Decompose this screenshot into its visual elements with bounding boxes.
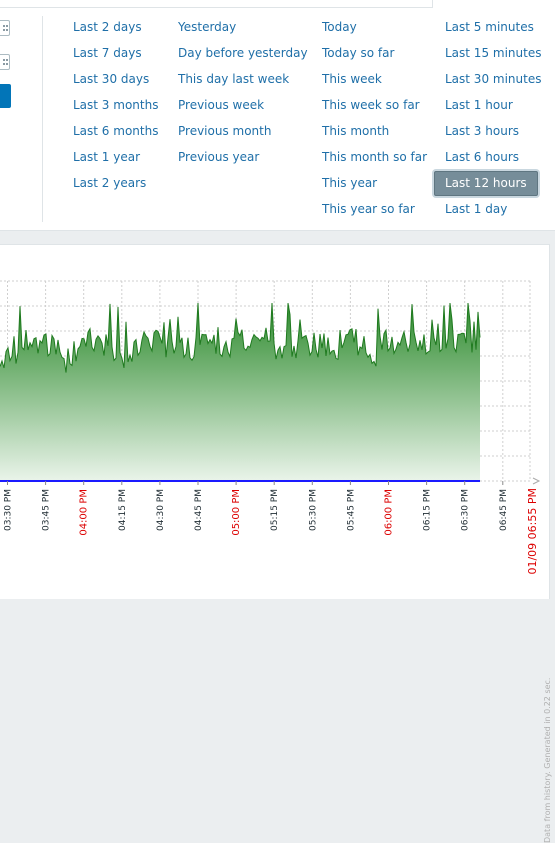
x-tick-label: 05:30 PM <box>308 489 318 531</box>
quick-range-column: Today Today so far This week This week so f… <box>322 18 427 226</box>
quick-range-link[interactable]: Day before yesterday <box>178 46 308 60</box>
series-line <box>0 302 481 373</box>
x-tick-label: 03:45 PM <box>42 489 52 531</box>
quick-range-link[interactable]: Today so far <box>322 46 395 60</box>
quick-range-link[interactable]: Last 3 months <box>73 98 159 112</box>
quick-range-link[interactable]: Previous month <box>178 124 272 138</box>
quick-range-link[interactable]: Last 15 minutes <box>445 46 542 60</box>
x-tick-label: 06:30 PM <box>461 489 471 531</box>
quick-range-link[interactable]: This day last week <box>178 72 290 86</box>
quick-range-link[interactable]: Last 5 minutes <box>445 20 534 34</box>
x-tick-label: 06:45 PM <box>499 489 509 531</box>
quick-range-link[interactable]: Last 1 hour <box>445 98 513 112</box>
quick-range-link[interactable]: This year <box>322 176 378 190</box>
quick-range-link[interactable]: Yesterday <box>178 20 237 34</box>
x-tick-label: 03:30 PM <box>4 489 14 531</box>
filter-divider <box>42 16 43 222</box>
x-tick-label: 05:45 PM <box>346 489 356 531</box>
quick-range-link[interactable]: Today <box>322 20 357 34</box>
x-tick-label: 06:00 PM <box>384 489 395 536</box>
axis-arrow-icon <box>532 477 541 485</box>
quick-range-link[interactable]: Last 30 minutes <box>445 72 542 86</box>
quick-range-link[interactable]: Last 1 year <box>73 150 141 164</box>
graph-panel: 03:30 PM 03:45 PM 04:00 PM 04:15 PM 04:30 PM… <box>0 244 552 843</box>
quick-range-link[interactable]: This month <box>322 124 390 138</box>
series-area <box>0 303 480 481</box>
quick-range-link[interactable]: Last 6 hours <box>445 150 519 164</box>
x-tick-label: 04:00 PM <box>79 489 90 536</box>
quick-range-column: Last 5 minutes Last 15 minutes Last 30 min… <box>434 18 542 226</box>
x-tick-label: 04:15 PM <box>118 489 128 531</box>
quick-range-link[interactable]: This month so far <box>322 150 428 164</box>
apply-button[interactable] <box>0 84 11 108</box>
calendar-to-icon[interactable] <box>0 54 10 70</box>
x-tick-label: 05:15 PM <box>270 489 280 531</box>
x-tick-label: 04:45 PM <box>194 489 204 531</box>
time-filter-panel: Last 2 days Last 7 days Last 30 days Last 3… <box>0 0 555 231</box>
quick-range-link[interactable]: Last 1 day <box>445 202 508 216</box>
x-tick-label: 05:00 PM <box>231 489 242 536</box>
quick-range-link[interactable]: Last 2 days <box>73 20 142 34</box>
quick-range-link[interactable]: Last 3 hours <box>445 124 519 138</box>
quick-range-link[interactable]: Last 12 hours <box>434 171 541 200</box>
quick-range-link[interactable]: Previous year <box>178 150 260 164</box>
quick-range-link[interactable]: Last 6 months <box>73 124 159 138</box>
x-tick-label: 06:15 PM <box>423 489 433 531</box>
quick-range-column: Last 2 days Last 7 days Last 30 days Last 3… <box>73 18 158 200</box>
graph-chart: 03:30 PM 03:45 PM 04:00 PM 04:15 PM 04:30 PM… <box>0 280 541 575</box>
quick-range-link[interactable]: Last 2 years <box>73 176 147 190</box>
quick-range-link[interactable]: This week so far <box>322 98 420 112</box>
quick-range-link[interactable]: This year so far <box>322 202 415 216</box>
quick-range-link[interactable]: Last 7 days <box>73 46 142 60</box>
quick-range-column: Yesterday Day before yesterday This day la… <box>178 18 308 174</box>
quick-range-link[interactable]: Last 30 days <box>73 72 150 86</box>
calendar-from-icon[interactable] <box>0 20 10 36</box>
date-range-strip <box>0 0 433 8</box>
graph-footer-note: Data from history. Generated in 0.22 sec… <box>543 677 552 843</box>
x-tick-label: 04:30 PM <box>156 489 166 531</box>
end-timestamp-label: 01/09 06:55 PM <box>526 488 539 575</box>
quick-range-link[interactable]: Previous week <box>178 98 265 112</box>
quick-range-link[interactable]: This week <box>322 72 382 86</box>
